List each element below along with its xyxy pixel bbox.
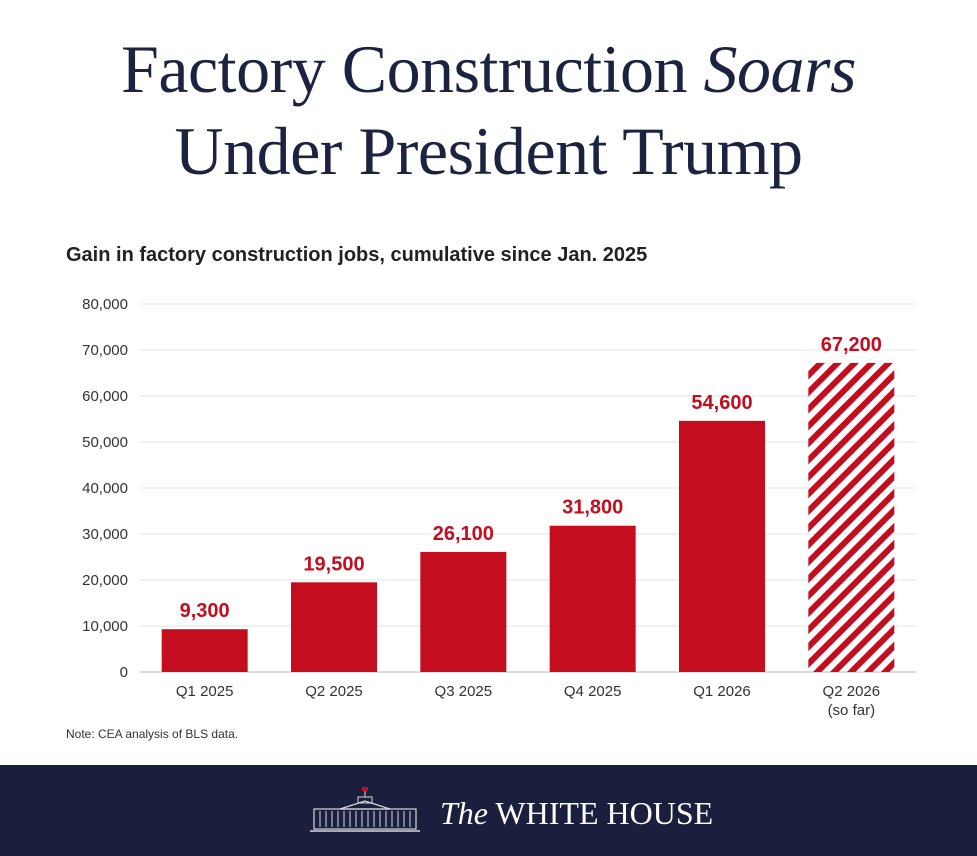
bar	[679, 420, 765, 672]
y-tick-label: 20,000	[82, 572, 128, 589]
data-label: 19,500	[303, 553, 364, 575]
bar	[549, 525, 636, 672]
x-tick-label: Q3 2025	[435, 683, 493, 700]
data-label: 31,800	[562, 497, 623, 519]
title-italic-word: Soars	[703, 31, 857, 107]
wordmark-name: WHITE HOUSE	[495, 795, 714, 831]
y-tick-label: 0	[120, 664, 128, 681]
data-label: 9,300	[180, 600, 230, 622]
title-part-1: Factory Construction	[121, 31, 688, 107]
y-tick-label: 80,000	[82, 296, 128, 313]
y-tick-label: 10,000	[82, 618, 128, 635]
title-line-1: Factory Construction Soars	[0, 28, 977, 110]
x-tick-label: Q2 2025	[305, 683, 363, 700]
y-tick-label: 70,000	[82, 342, 128, 359]
title-line-2: Under President Trump	[174, 113, 803, 189]
footer: The WHITE HOUSE	[0, 765, 977, 856]
x-tick-sublabel: (so far)	[828, 702, 876, 719]
y-tick-label: 50,000	[82, 434, 128, 451]
bar-chart: 0 10,000 20,000 30,000 40,000 50,000 60,000 70,…	[82, 296, 916, 719]
x-tick-label: Q2 2026	[823, 683, 881, 700]
bar	[161, 629, 248, 672]
x-tick-label: Q1 2025	[176, 683, 234, 700]
chart-subtitle: Gain in factory construction jobs, cumul…	[66, 244, 648, 266]
bar	[291, 582, 377, 672]
white-house-icon	[310, 787, 420, 832]
bar	[420, 551, 507, 672]
wordmark-the: The	[440, 795, 488, 831]
white-house-wordmark: The WHITE HOUSE	[440, 795, 713, 832]
y-tick-label: 60,000	[82, 388, 128, 405]
y-tick-label: 40,000	[82, 480, 128, 497]
data-label: 54,600	[691, 392, 752, 414]
chart-note: Note: CEA analysis of BLS data.	[66, 727, 239, 741]
page-title: Factory Construction Soars Under Preside…	[0, 28, 977, 192]
x-tick-label: Q4 2025	[564, 683, 622, 700]
x-tick-label: Q1 2026	[693, 683, 751, 700]
y-tick-label: 30,000	[82, 526, 128, 543]
bar	[808, 362, 895, 672]
data-label: 67,200	[821, 334, 882, 356]
data-label: 26,100	[433, 523, 494, 545]
